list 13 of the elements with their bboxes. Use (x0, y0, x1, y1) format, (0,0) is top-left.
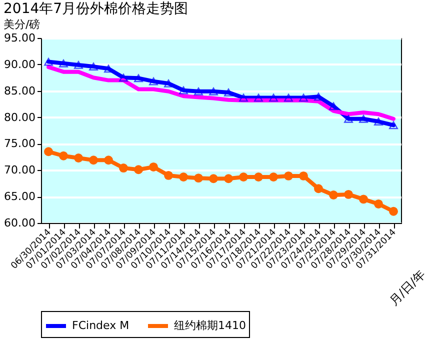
y-tick-label: 95.00 (4, 32, 36, 44)
y-tick-label: 80.00 (4, 110, 36, 124)
legend-label: FCindex M (72, 319, 130, 332)
legend-label: 纽约棉期1410 (174, 319, 246, 332)
chart-title: 2014年7月份外棉价格走势图 (4, 1, 188, 17)
y-tick-label: 85.00 (4, 84, 36, 98)
y-axis-title: 美分/磅 (4, 18, 40, 31)
y-tick-label: 70.00 (4, 164, 36, 177)
y-tick-label: 90.00 (4, 58, 36, 71)
x-axis-title: 月/日/年 (386, 267, 428, 308)
y-tick-label: 60.00 (4, 216, 36, 230)
y-tick-label: 65.00 (4, 190, 36, 204)
y-tick-label: 75.00 (4, 137, 36, 150)
